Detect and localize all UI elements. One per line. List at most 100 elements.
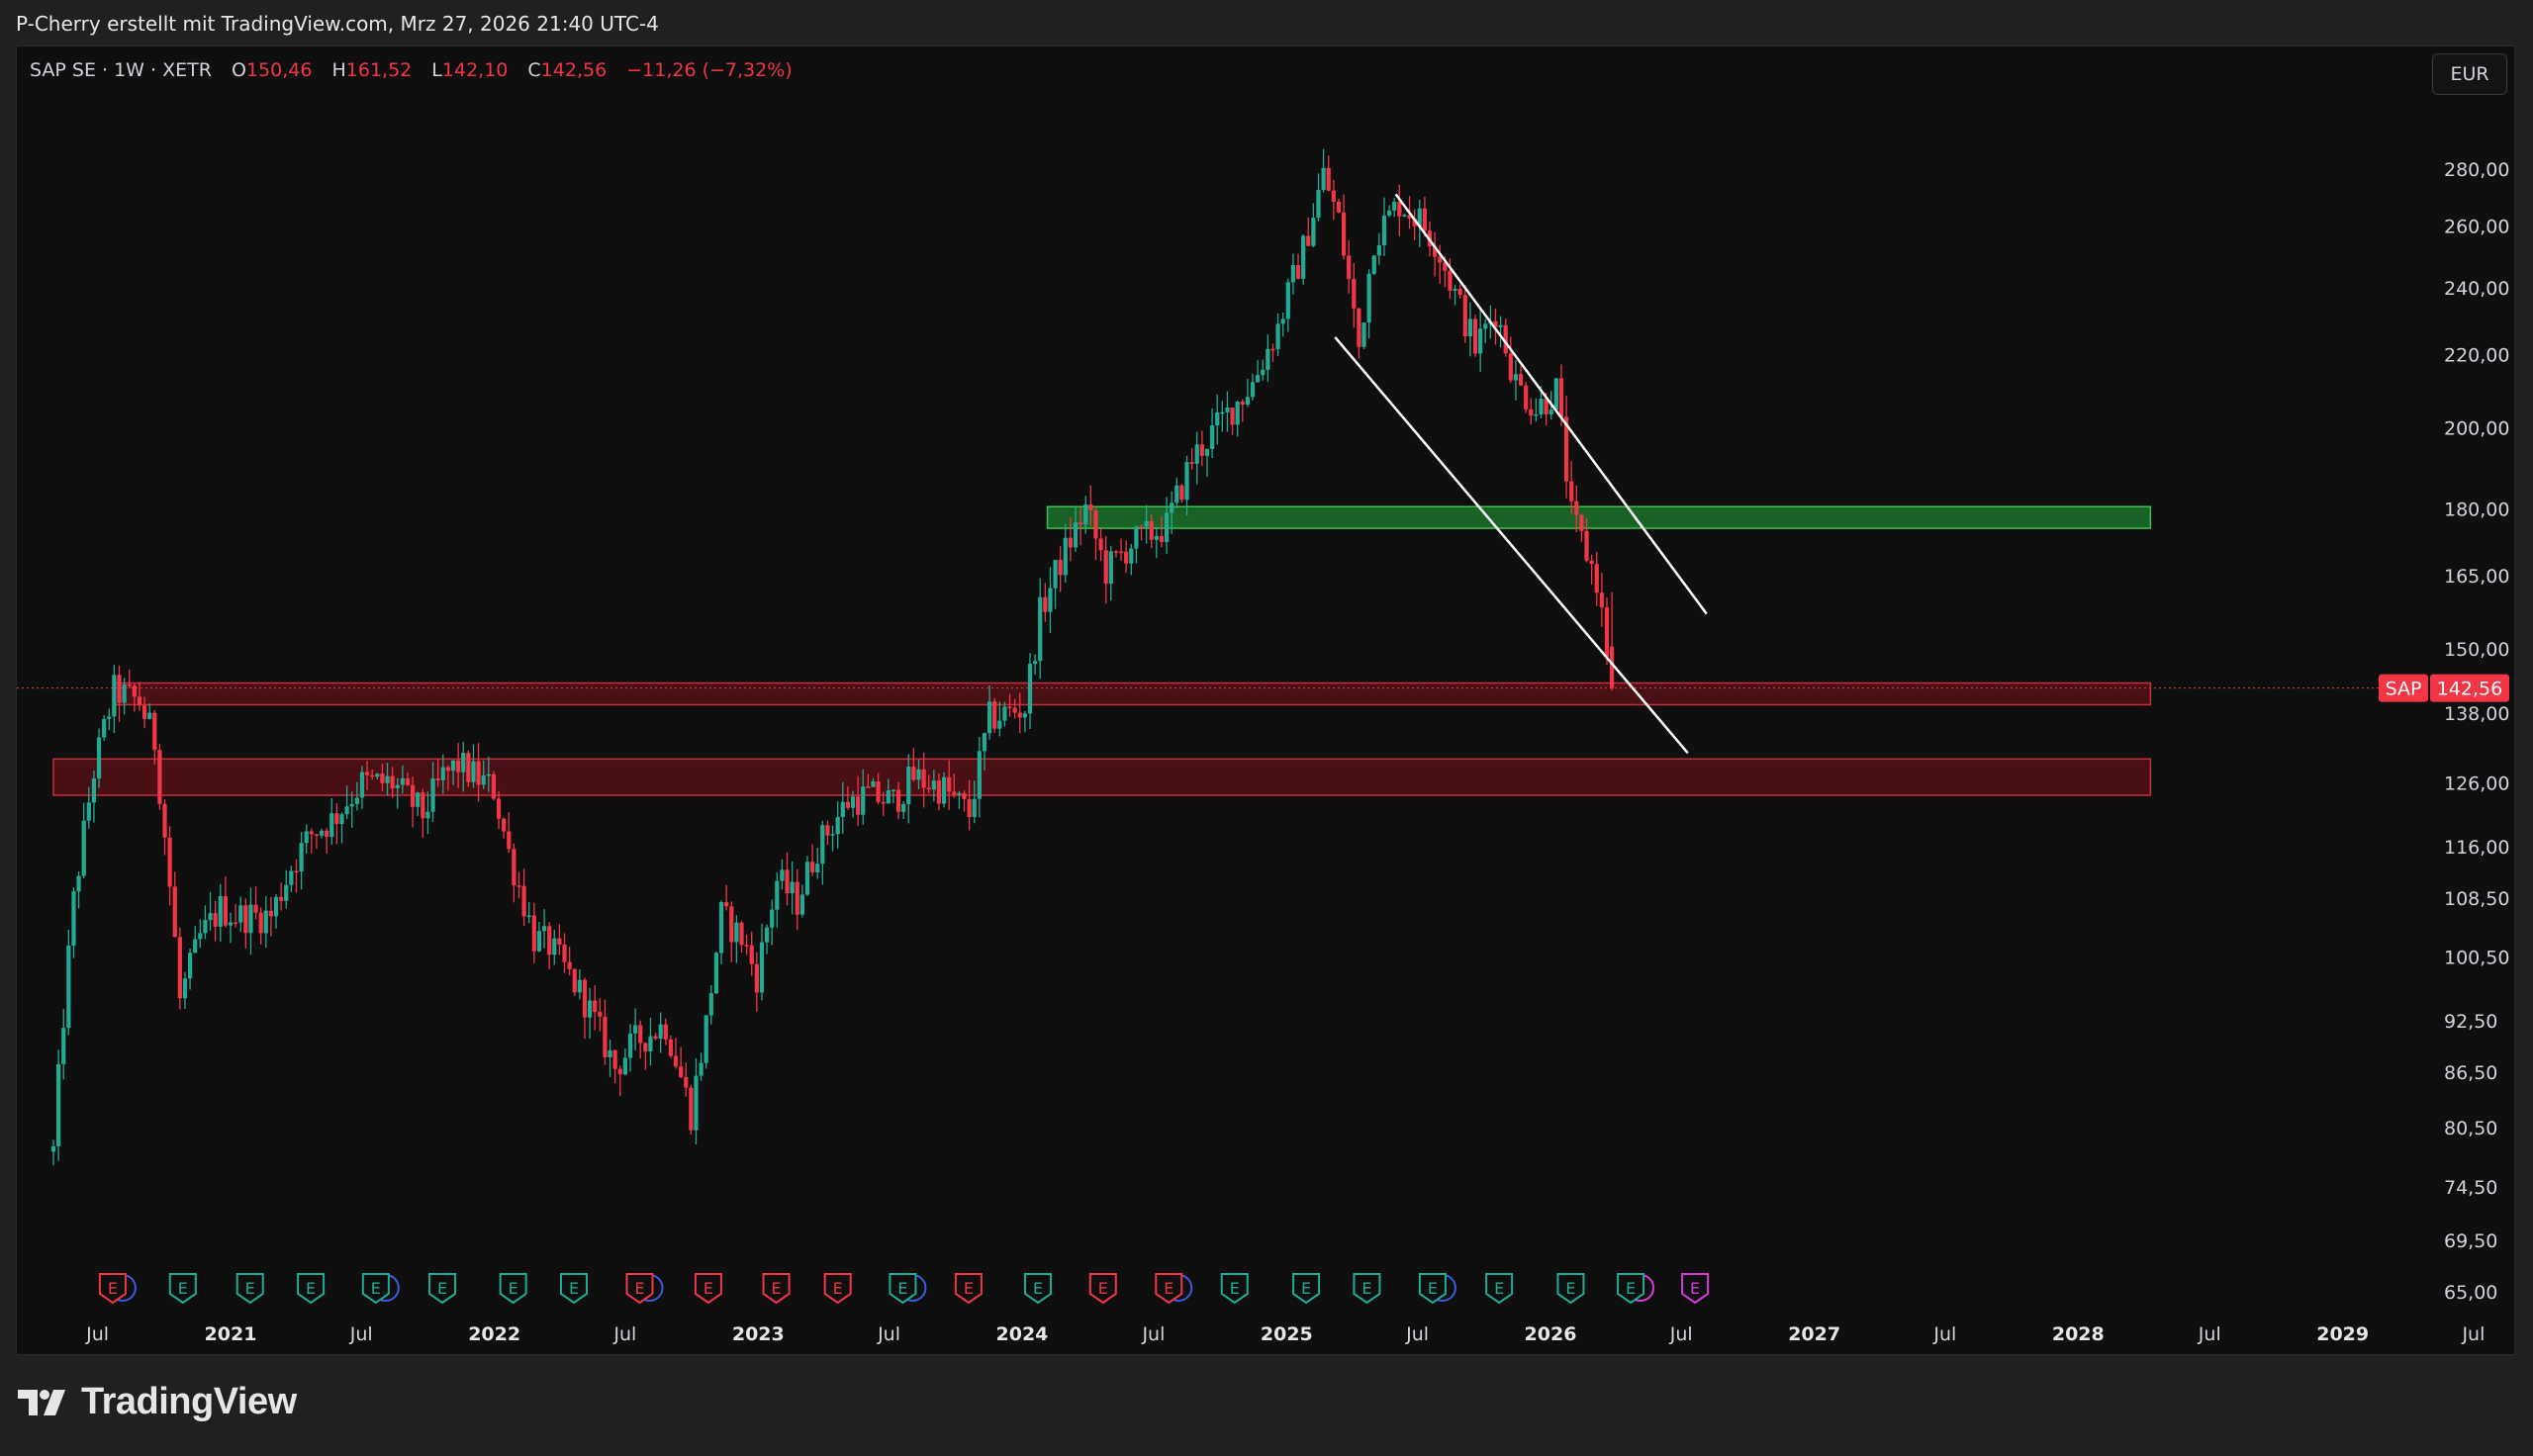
earnings-badge-icon[interactable] xyxy=(762,1273,791,1305)
earnings-marker[interactable]: E xyxy=(1220,1273,1249,1305)
candle-body xyxy=(1574,500,1579,515)
candle-body xyxy=(906,767,911,804)
earnings-badge-icon[interactable] xyxy=(235,1273,264,1305)
earnings-badge-icon[interactable] xyxy=(1485,1273,1514,1305)
candle-body xyxy=(1306,235,1311,246)
earnings-badge-icon[interactable] xyxy=(1292,1273,1321,1305)
earnings-marker[interactable]: E xyxy=(625,1273,664,1305)
earnings-badge-icon[interactable] xyxy=(1617,1273,1645,1305)
candle-body xyxy=(694,1075,699,1131)
earnings-marker[interactable]: E xyxy=(1155,1273,1193,1305)
earnings-badge-icon[interactable] xyxy=(1418,1273,1447,1305)
candle-body xyxy=(117,675,122,703)
earnings-badge-icon[interactable] xyxy=(428,1273,457,1305)
support-zone[interactable] xyxy=(113,682,2152,706)
currency-button[interactable]: EUR xyxy=(2432,53,2507,95)
candle-body xyxy=(1250,382,1256,398)
earnings-badge-icon[interactable] xyxy=(954,1273,983,1305)
earnings-marker[interactable]: E xyxy=(1485,1273,1514,1305)
earnings-badge-icon[interactable] xyxy=(823,1273,852,1305)
earnings-badge-icon[interactable] xyxy=(297,1273,326,1305)
candle-body xyxy=(334,813,339,824)
earnings-badge-icon[interactable] xyxy=(889,1273,917,1305)
candle-body xyxy=(982,733,987,752)
trendline[interactable] xyxy=(1334,336,1689,755)
earnings-marker[interactable]: E xyxy=(762,1273,791,1305)
candle-body xyxy=(375,774,380,777)
earnings-marker[interactable]: E xyxy=(1418,1273,1456,1305)
candle-body xyxy=(653,1036,658,1039)
time-tick-label: Jul xyxy=(877,1323,900,1345)
candle-body xyxy=(825,825,830,836)
earnings-marker[interactable]: E xyxy=(1681,1273,1710,1305)
candle-body xyxy=(622,1057,627,1075)
earnings-badge-icon[interactable] xyxy=(1155,1273,1183,1305)
earnings-marker[interactable]: E xyxy=(361,1273,400,1305)
candle-body xyxy=(1316,190,1321,219)
earnings-badge-icon[interactable] xyxy=(625,1273,654,1305)
earnings-badge-icon[interactable] xyxy=(1088,1273,1117,1305)
earnings-badge-icon[interactable] xyxy=(1220,1273,1249,1305)
earnings-marker[interactable]: E xyxy=(954,1273,983,1305)
earnings-badge-icon[interactable] xyxy=(1556,1273,1585,1305)
candle-body xyxy=(1245,397,1250,406)
candle-body xyxy=(1381,215,1387,246)
time-tick-label: 2029 xyxy=(2316,1323,2369,1345)
candle-body xyxy=(461,753,466,773)
earnings-marker[interactable]: E xyxy=(235,1273,264,1305)
earnings-badge-icon[interactable] xyxy=(1353,1273,1381,1305)
earnings-badge-label: E xyxy=(1428,1279,1438,1298)
tradingview-logo[interactable]: TradingView xyxy=(18,1381,297,1423)
candle-body xyxy=(1038,596,1043,662)
earnings-badge-icon[interactable] xyxy=(168,1273,197,1305)
earnings-marker[interactable]: E xyxy=(1292,1273,1321,1305)
earnings-marker[interactable]: E xyxy=(1556,1273,1585,1305)
candle-body xyxy=(1083,503,1088,525)
earnings-marker[interactable]: E xyxy=(1088,1273,1117,1305)
candle-body xyxy=(663,1024,668,1040)
support-zone[interactable] xyxy=(52,758,2152,796)
earnings-marker[interactable]: E xyxy=(499,1273,527,1305)
candle-body xyxy=(1204,448,1210,456)
earnings-badge-label: E xyxy=(1164,1279,1173,1298)
candle-body xyxy=(901,803,906,812)
earnings-badge-icon[interactable] xyxy=(1024,1273,1053,1305)
earnings-badge-icon[interactable] xyxy=(499,1273,527,1305)
earnings-marker[interactable]: E xyxy=(1617,1273,1655,1305)
earnings-marker[interactable]: E xyxy=(694,1273,722,1305)
resistance-zone[interactable] xyxy=(1046,505,2152,529)
earnings-marker[interactable]: E xyxy=(823,1273,852,1305)
earnings-marker[interactable]: E xyxy=(297,1273,326,1305)
candle-body xyxy=(1513,374,1519,381)
candle-body xyxy=(770,909,775,928)
earnings-marker[interactable]: E xyxy=(428,1273,457,1305)
earnings-marker[interactable]: E xyxy=(1353,1273,1381,1305)
earnings-badge-icon[interactable] xyxy=(1681,1273,1710,1305)
candle-body xyxy=(941,776,947,804)
earnings-marker[interactable]: E xyxy=(98,1273,137,1305)
symbol-legend[interactable]: SAP SE · 1W · XETR O150,46 H161,52 L142,… xyxy=(30,59,793,81)
trendline[interactable] xyxy=(1394,193,1708,615)
earnings-marker[interactable]: E xyxy=(168,1273,197,1305)
earnings-marker[interactable]: E xyxy=(560,1273,589,1305)
earnings-badge-icon[interactable] xyxy=(98,1273,127,1305)
high-value: 161,52 xyxy=(345,59,413,81)
earnings-badge-label: E xyxy=(1494,1279,1504,1298)
candle-body xyxy=(86,802,91,821)
earnings-badge-icon[interactable] xyxy=(694,1273,722,1305)
time-tick-label: Jul xyxy=(85,1323,109,1345)
candle-body xyxy=(1199,444,1204,456)
price-chart[interactable]: 280,00 260,00 240,00 220,00 200,00 180,00 165,… xyxy=(0,0,2533,1365)
candle-body xyxy=(56,1063,61,1146)
candle-body xyxy=(567,961,572,969)
earnings-marker[interactable]: E xyxy=(889,1273,927,1305)
earnings-badge-icon[interactable] xyxy=(560,1273,589,1305)
earnings-badge-label: E xyxy=(509,1279,518,1298)
candle-body xyxy=(1164,512,1170,542)
earnings-badge-icon[interactable] xyxy=(361,1273,390,1305)
candle-body xyxy=(1118,551,1124,553)
earnings-badge-label: E xyxy=(1033,1279,1043,1298)
candle-body xyxy=(137,696,142,706)
earnings-marker[interactable]: E xyxy=(1024,1273,1053,1305)
price-tick-label: 200,00 xyxy=(2444,418,2509,440)
